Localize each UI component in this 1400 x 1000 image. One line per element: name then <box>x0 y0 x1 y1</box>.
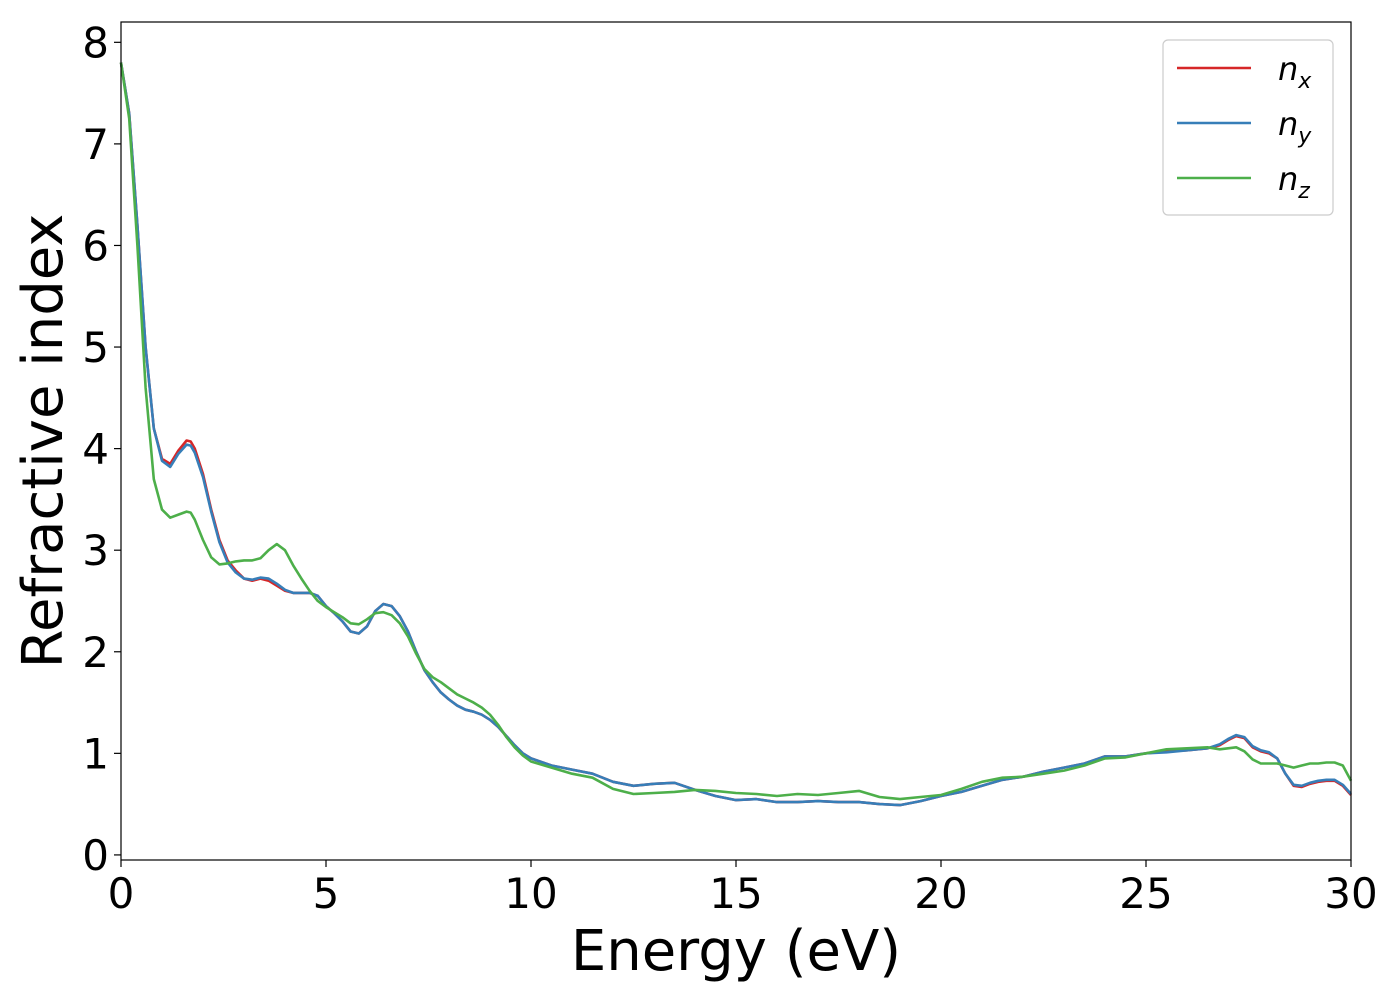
legend-label: nx <box>1278 50 1312 94</box>
x-tick-label: 0 <box>108 869 135 918</box>
series-line-nz <box>119 62 1353 801</box>
x-tick-label: 10 <box>504 869 557 918</box>
y-tick-label: 1 <box>82 729 109 778</box>
y-tick-label: 4 <box>82 425 109 474</box>
legend-label: ny <box>1278 105 1312 149</box>
x-tick-label: 25 <box>1119 869 1172 918</box>
y-tick-label: 8 <box>82 18 109 67</box>
y-tick-label: 2 <box>82 628 109 677</box>
y-tick-label: 0 <box>82 831 109 880</box>
x-axis: 0 5 10 15 20 25 30 <box>108 860 1378 918</box>
legend: nx ny nz <box>1162 39 1334 216</box>
y-axis: 0 1 2 3 4 5 6 7 8 <box>82 18 121 880</box>
y-axis-title: Refractive index <box>11 214 76 669</box>
y-tick-label: 5 <box>82 323 109 372</box>
y-tick-label: 3 <box>82 526 109 575</box>
series-layer <box>119 62 1353 807</box>
x-axis-title: Energy (eV) <box>571 919 901 984</box>
y-tick-label: 6 <box>82 221 109 270</box>
x-tick-label: 15 <box>709 869 762 918</box>
legend-label: nz <box>1278 160 1310 204</box>
x-tick-label: 20 <box>914 869 967 918</box>
x-tick-label: 30 <box>1324 869 1377 918</box>
x-tick-label: 5 <box>313 869 340 918</box>
y-tick-label: 7 <box>82 120 109 169</box>
legend-box <box>1162 39 1334 216</box>
